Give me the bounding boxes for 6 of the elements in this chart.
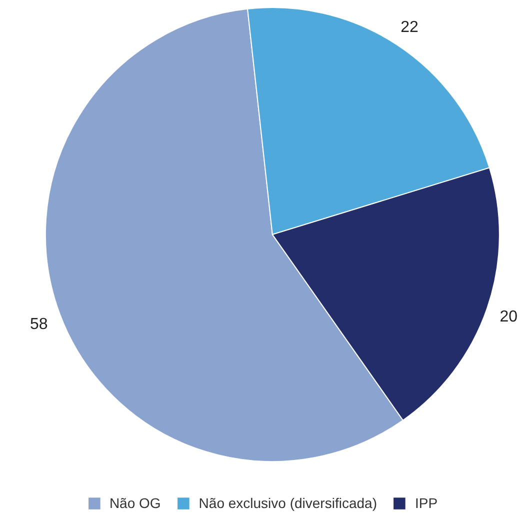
- legend-label: IPP: [414, 495, 438, 511]
- data-label: 58: [30, 316, 48, 333]
- data-label: 22: [400, 18, 419, 36]
- legend-label: Não OG: [109, 495, 161, 511]
- legend-label: Não exclusivo (diversificada): [198, 495, 377, 511]
- data-label: 20: [500, 308, 518, 326]
